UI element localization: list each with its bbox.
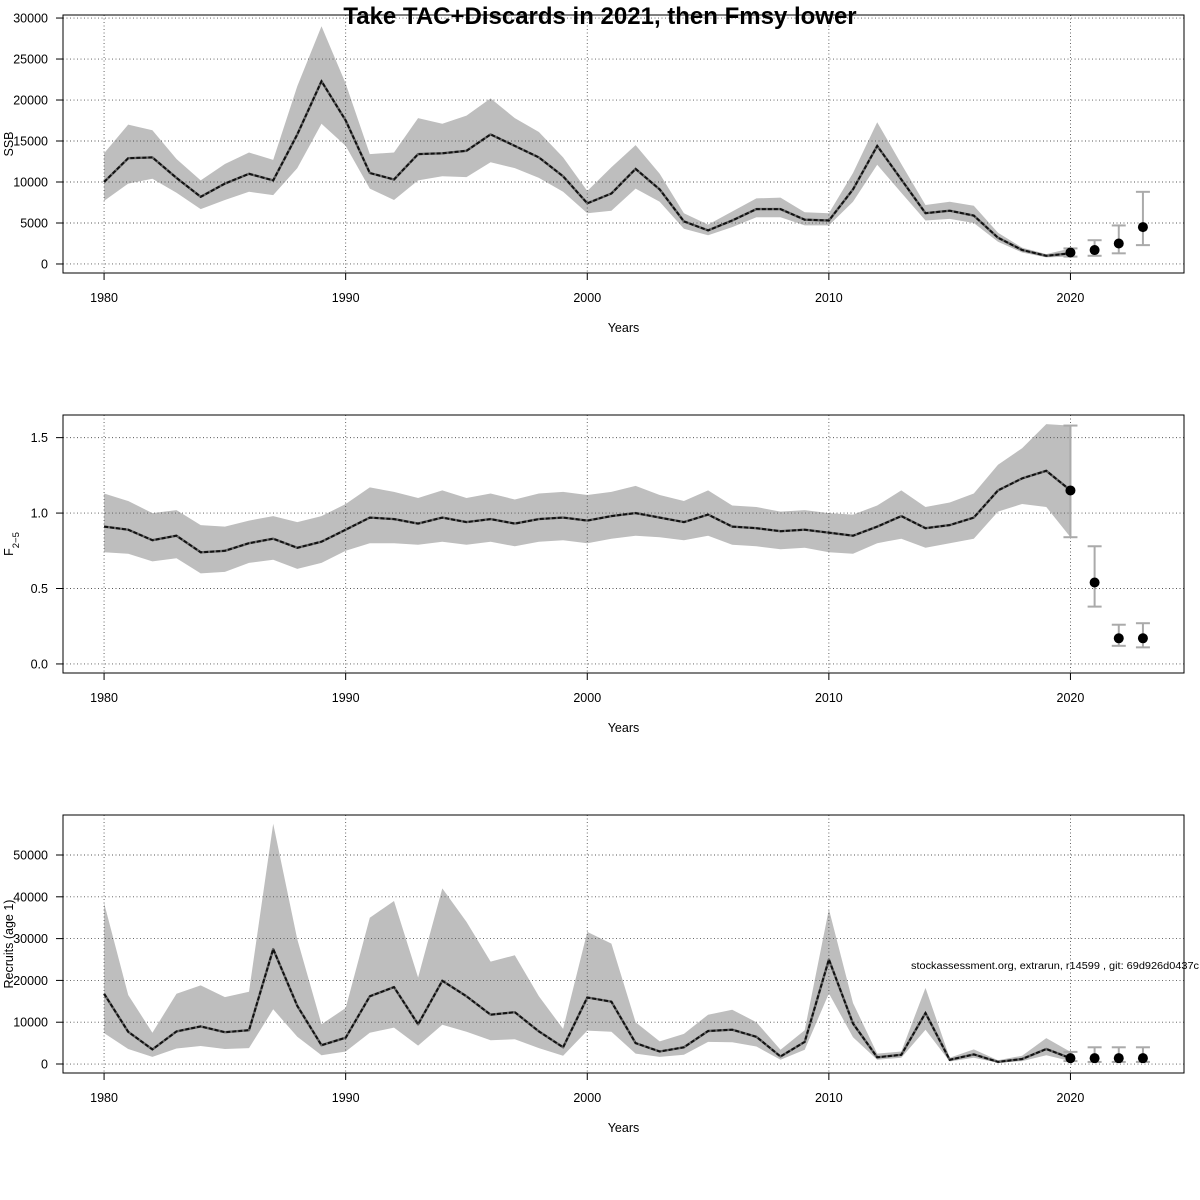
forecast-point xyxy=(1065,485,1076,496)
y-tick-label: 20000 xyxy=(13,94,48,108)
y-tick-label: 0.5 xyxy=(31,582,48,596)
y-tick-label: 1.0 xyxy=(31,507,48,521)
forecast-point xyxy=(1089,577,1100,588)
estimate-line-dashes xyxy=(103,79,1071,257)
y-axis-label-text: Recruits (age 1) xyxy=(2,900,16,989)
forecast-point xyxy=(1137,633,1148,644)
plot-frame xyxy=(62,14,1185,274)
estimate-line-dashes xyxy=(103,469,1072,554)
x-axis-label: Years xyxy=(608,321,640,335)
y-axis-label-text: F xyxy=(2,548,16,556)
y-tick-label: 0.0 xyxy=(31,657,48,671)
forecast-point xyxy=(1065,1053,1076,1064)
x-tick-label: 1990 xyxy=(332,691,360,705)
y-tick-label: 25000 xyxy=(13,53,48,67)
forecast-point xyxy=(1065,247,1076,258)
forecast-point xyxy=(1089,1053,1100,1064)
y-tick-label: 5000 xyxy=(20,216,48,230)
x-tick-label: 2010 xyxy=(815,291,843,305)
x-tick-label: 1980 xyxy=(90,291,118,305)
forecast-point xyxy=(1089,245,1100,256)
y-tick-label: 0 xyxy=(41,257,48,271)
y-tick-label: 40000 xyxy=(13,890,48,904)
y-tick-label: 10000 xyxy=(13,1016,48,1030)
x-tick-label: 2000 xyxy=(573,291,601,305)
forecast-point xyxy=(1137,1053,1148,1064)
x-tick-label: 2010 xyxy=(815,1091,843,1105)
x-tick-label: 2020 xyxy=(1057,1091,1085,1105)
y-tick-label: 1.5 xyxy=(31,431,48,445)
confidence-band xyxy=(104,823,1071,1063)
x-tick-label: 1990 xyxy=(332,291,360,305)
y-tick-label: 10000 xyxy=(13,175,48,189)
figure-title: Take TAC+Discards in 2021, then Fmsy low… xyxy=(343,3,856,30)
plot-frame xyxy=(62,814,1185,1074)
recruitment-panel: 1980 1990 2000 2010 2020 0 10000 20000 30000 4000… xyxy=(2,814,1185,1135)
x-tick-label: 1980 xyxy=(90,691,118,705)
y-tick-label: 0 xyxy=(41,1058,48,1072)
panels-group: 1980 1990 2000 2010 202005000100001500020000… xyxy=(2,12,1185,1135)
forecast-point xyxy=(1113,238,1124,249)
x-tick-label: 2000 xyxy=(573,1091,601,1105)
x-tick-label: 2000 xyxy=(573,691,601,705)
y-tick-label: 30000 xyxy=(13,12,48,26)
run-annotation: stockassessment.org, extrarun, r14599 , … xyxy=(911,961,1199,972)
x-tick-label: 1990 xyxy=(332,1091,360,1105)
fishing-mortality-panel: 1980 1990 2000 2010 2020 0.0 0.5 1.0 1.5 Years F2−… xyxy=(2,414,1185,735)
x-axis-label: Years xyxy=(608,1121,640,1135)
y-tick-label: 30000 xyxy=(13,932,48,946)
forecast-point xyxy=(1113,1053,1124,1064)
y-tick-label: 20000 xyxy=(13,974,48,988)
x-tick-label: 2020 xyxy=(1057,291,1085,305)
y-axis-label-text: SSB xyxy=(2,131,16,156)
estimate-line-dashes xyxy=(103,946,1071,1063)
y-tick-label: 15000 xyxy=(13,135,48,149)
x-tick-label: 2010 xyxy=(815,691,843,705)
forecast-point xyxy=(1113,633,1124,644)
y-axis-label: SSB xyxy=(2,131,16,156)
y-tick-label: 50000 xyxy=(13,849,48,863)
y-axis-label-subscript: 2−5 xyxy=(11,532,22,548)
x-axis-label: Years xyxy=(608,721,640,735)
y-axis-label: F2−5 xyxy=(2,532,22,556)
y-axis-label: Recruits (age 1) xyxy=(2,900,16,989)
forecast-point xyxy=(1137,222,1148,233)
plot-frame xyxy=(62,414,1185,674)
confidence-band xyxy=(104,424,1071,574)
x-tick-label: 1980 xyxy=(90,1091,118,1105)
x-tick-label: 2020 xyxy=(1057,691,1085,705)
confidence-band xyxy=(104,26,1071,258)
ssb-panel: 1980 1990 2000 2010 2020 0 5000 10000 15000 20000… xyxy=(2,12,1185,335)
